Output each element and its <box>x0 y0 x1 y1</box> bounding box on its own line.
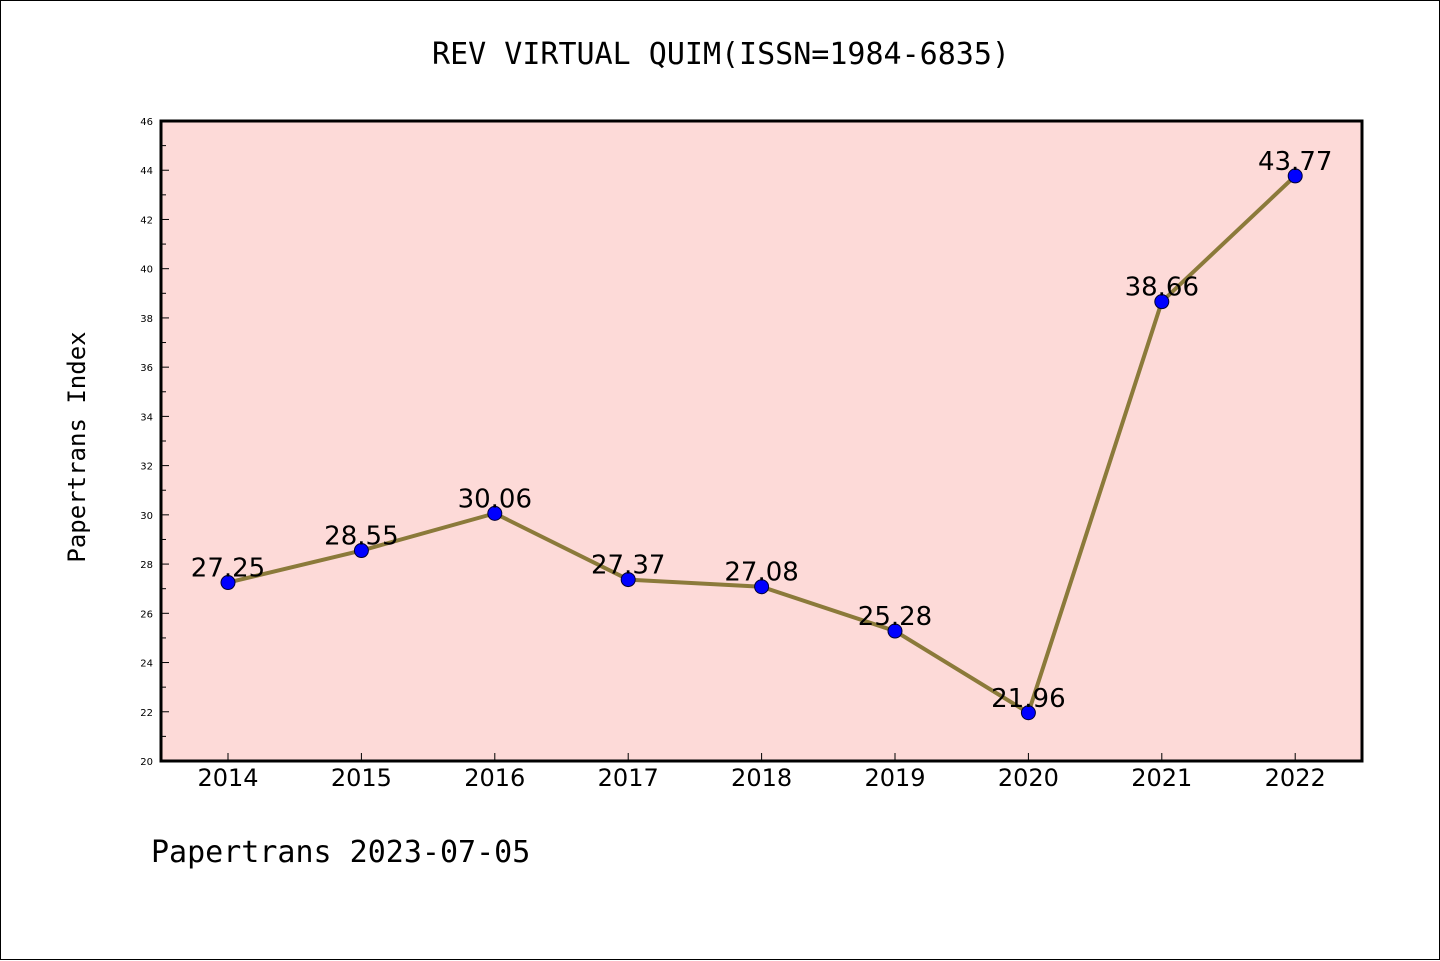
data-label: 28.55 <box>324 522 398 552</box>
data-point <box>1287 168 1303 184</box>
data-label: 38.66 <box>1125 273 1199 303</box>
data-point <box>487 505 503 521</box>
data-point <box>887 623 903 639</box>
y-tick-label: 34 <box>140 412 153 423</box>
plot-background <box>159 119 1364 763</box>
data-label: 21.96 <box>991 684 1065 714</box>
y-tick-label: 24 <box>140 659 153 670</box>
y-tick-label: 46 <box>140 117 153 128</box>
data-point <box>1154 294 1170 310</box>
data-label: 30.06 <box>458 484 532 514</box>
x-tick-label: 2020 <box>998 764 1059 792</box>
y-tick-label: 38 <box>140 314 153 325</box>
y-tick-label: 42 <box>140 215 153 226</box>
y-tick-label: 30 <box>140 511 153 522</box>
data-label: 25.28 <box>858 602 932 632</box>
x-tick-label: 2017 <box>598 764 659 792</box>
data-point <box>220 575 236 591</box>
chart-title: REV VIRTUAL QUIM(ISSN=1984-6835) <box>432 37 1010 72</box>
x-tick-label: 2015 <box>331 764 392 792</box>
data-label: 43.77 <box>1258 147 1332 177</box>
data-label: 27.37 <box>591 551 665 581</box>
y-tick-label: 32 <box>140 462 153 473</box>
data-point <box>353 543 369 559</box>
y-tick-label: 26 <box>140 609 153 620</box>
y-tick-label: 44 <box>140 166 153 177</box>
footer-date: Papertrans 2023-07-05 <box>151 835 531 870</box>
data-point <box>620 572 636 588</box>
y-tick-label: 28 <box>140 560 153 571</box>
x-tick-label: 2021 <box>1131 764 1192 792</box>
data-label: 27.08 <box>724 558 798 588</box>
y-tick-label: 36 <box>140 363 153 374</box>
x-tick-label: 2019 <box>864 764 925 792</box>
y-tick-label: 40 <box>140 265 153 276</box>
y-tick-label: 22 <box>140 708 153 719</box>
x-tick-label: 2018 <box>731 764 792 792</box>
x-tick-label: 2014 <box>197 764 258 792</box>
y-tick-label: 20 <box>140 757 153 768</box>
data-point <box>1020 705 1036 721</box>
x-tick-label: 2016 <box>464 764 525 792</box>
data-label: 27.25 <box>191 554 265 584</box>
data-point <box>754 579 770 595</box>
x-tick-label: 2022 <box>1265 764 1326 792</box>
